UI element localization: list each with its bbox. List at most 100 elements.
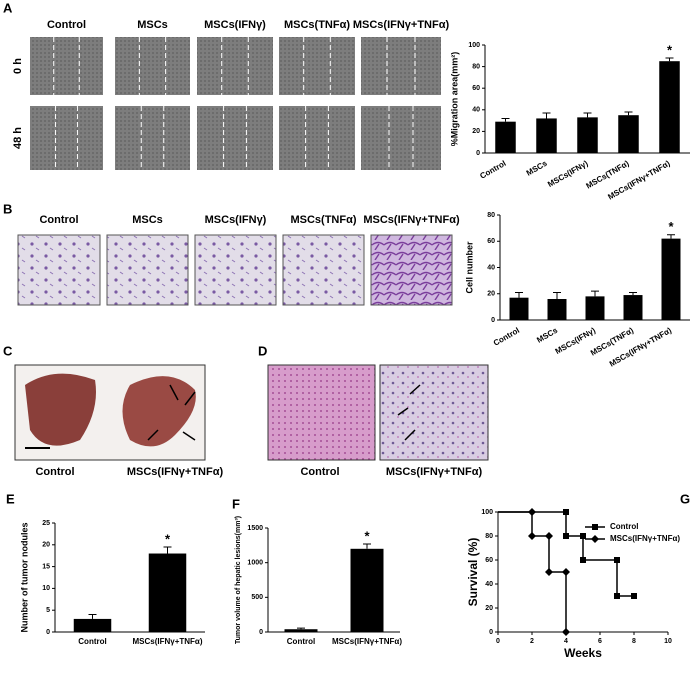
y-tick-label: 5 bbox=[46, 607, 50, 614]
arrows bbox=[397, 384, 421, 441]
bar bbox=[547, 299, 567, 320]
bar bbox=[284, 629, 318, 632]
liver bbox=[25, 373, 96, 446]
row-label: 0 h bbox=[12, 58, 24, 74]
x-axis-label: Weeks bbox=[564, 646, 602, 660]
y-tick-label: 60 bbox=[472, 85, 480, 92]
y-tick-label: 10 bbox=[42, 585, 50, 592]
y-tick-label: 20 bbox=[487, 291, 495, 298]
marker bbox=[545, 568, 553, 576]
bar bbox=[618, 115, 639, 153]
micrograph bbox=[282, 234, 365, 306]
y-axis-label: Survival (%) bbox=[466, 538, 480, 607]
x-tick-label: MSCs(IFNγ+TNFα) bbox=[332, 637, 402, 646]
micrograph bbox=[106, 234, 189, 306]
marker bbox=[614, 557, 620, 563]
micrograph bbox=[361, 37, 441, 95]
marker bbox=[580, 557, 586, 563]
x-tick-label: 6 bbox=[598, 638, 602, 645]
significance-mark: * bbox=[364, 528, 370, 543]
marker bbox=[563, 533, 569, 539]
panel-letter: F bbox=[232, 496, 240, 511]
error-bar bbox=[501, 117, 510, 122]
marker bbox=[563, 509, 569, 515]
x-tick-label: Control bbox=[287, 637, 315, 646]
y-tick-label: 0 bbox=[46, 629, 50, 636]
micrograph bbox=[197, 37, 273, 95]
error-bar bbox=[665, 57, 674, 62]
y-tick-label: 15 bbox=[42, 563, 50, 570]
y-tick-label: 100 bbox=[481, 509, 493, 516]
y-tick-label: 20 bbox=[485, 605, 493, 612]
y-tick-label: 0 bbox=[476, 150, 480, 157]
error-bar bbox=[297, 627, 305, 630]
error-bar bbox=[515, 291, 523, 298]
marker bbox=[562, 628, 570, 636]
bar bbox=[495, 121, 516, 153]
marker bbox=[562, 568, 570, 576]
column-label: Control bbox=[47, 19, 86, 31]
legend-label: MSCs(IFNγ+TNFα) bbox=[610, 534, 680, 543]
bar bbox=[350, 548, 384, 632]
error-bar bbox=[591, 290, 599, 297]
column-label: MSCs(IFNγ+TNFα) bbox=[363, 214, 460, 226]
column-label: MSCs(IFNγ) bbox=[205, 214, 267, 226]
y-axis-label: Number of tumor nodules bbox=[19, 523, 29, 633]
marker bbox=[591, 535, 599, 543]
micrograph bbox=[361, 106, 441, 170]
panel-letters: A B C D E F G bbox=[3, 0, 690, 511]
significance-mark: * bbox=[668, 219, 674, 234]
x-tick-label: 2 bbox=[530, 638, 534, 645]
marker bbox=[545, 532, 553, 540]
column-label: MSCs(TNFα) bbox=[290, 214, 356, 226]
bar bbox=[659, 61, 680, 154]
marker bbox=[528, 508, 536, 516]
bar bbox=[623, 295, 643, 320]
y-tick-label: 20 bbox=[42, 542, 50, 549]
y-tick-label: 80 bbox=[487, 212, 495, 219]
column-label: MSCs(IFNγ) bbox=[204, 19, 266, 31]
y-tick-label: 40 bbox=[472, 107, 480, 114]
caption: Control bbox=[300, 466, 339, 478]
x-tick-label: 10 bbox=[664, 638, 672, 645]
x-tick-label: Control bbox=[478, 159, 507, 181]
error-bar bbox=[88, 614, 97, 619]
micrograph bbox=[279, 106, 355, 170]
bar bbox=[148, 553, 187, 632]
column-label: MSCs(IFNγ+TNFα) bbox=[353, 19, 450, 31]
error-bar bbox=[363, 543, 371, 549]
marker bbox=[580, 533, 586, 539]
column-label: MSCs bbox=[132, 214, 163, 226]
y-tick-label: 500 bbox=[251, 594, 263, 601]
panel-letter: G bbox=[680, 491, 690, 506]
micrograph bbox=[370, 234, 453, 306]
liver bbox=[122, 376, 196, 447]
panel-letter: C bbox=[3, 343, 13, 358]
y-axis-label: Tumor volume of hepatic lesions(mm³) bbox=[235, 516, 242, 644]
y-tick-label: 20 bbox=[472, 128, 480, 135]
y-tick-label: 0 bbox=[491, 317, 495, 324]
column-label: MSCs(TNFα) bbox=[284, 19, 350, 31]
marker bbox=[592, 524, 598, 530]
x-tick-label: Control bbox=[78, 637, 106, 646]
panel-letter: D bbox=[258, 343, 267, 358]
x-tick-label: MSCs bbox=[535, 325, 559, 344]
micrograph bbox=[279, 37, 355, 95]
micrograph bbox=[379, 364, 489, 461]
error-bar bbox=[624, 111, 633, 116]
y-tick-label: 25 bbox=[42, 520, 50, 527]
y-tick-label: 80 bbox=[485, 533, 493, 540]
micrograph bbox=[30, 106, 103, 170]
y-tick-label: 40 bbox=[487, 264, 495, 271]
x-tick-label: 8 bbox=[632, 638, 636, 645]
y-axis-label: Cell number bbox=[464, 241, 474, 294]
line bbox=[498, 511, 634, 597]
significance-mark: * bbox=[667, 42, 673, 57]
legend-label: Control bbox=[610, 522, 638, 531]
panel-letter: B bbox=[3, 201, 12, 216]
caption: MSCs(IFNγ+TNFα) bbox=[386, 466, 483, 478]
arrows bbox=[147, 384, 196, 441]
bar bbox=[536, 118, 557, 153]
marker bbox=[614, 593, 620, 599]
